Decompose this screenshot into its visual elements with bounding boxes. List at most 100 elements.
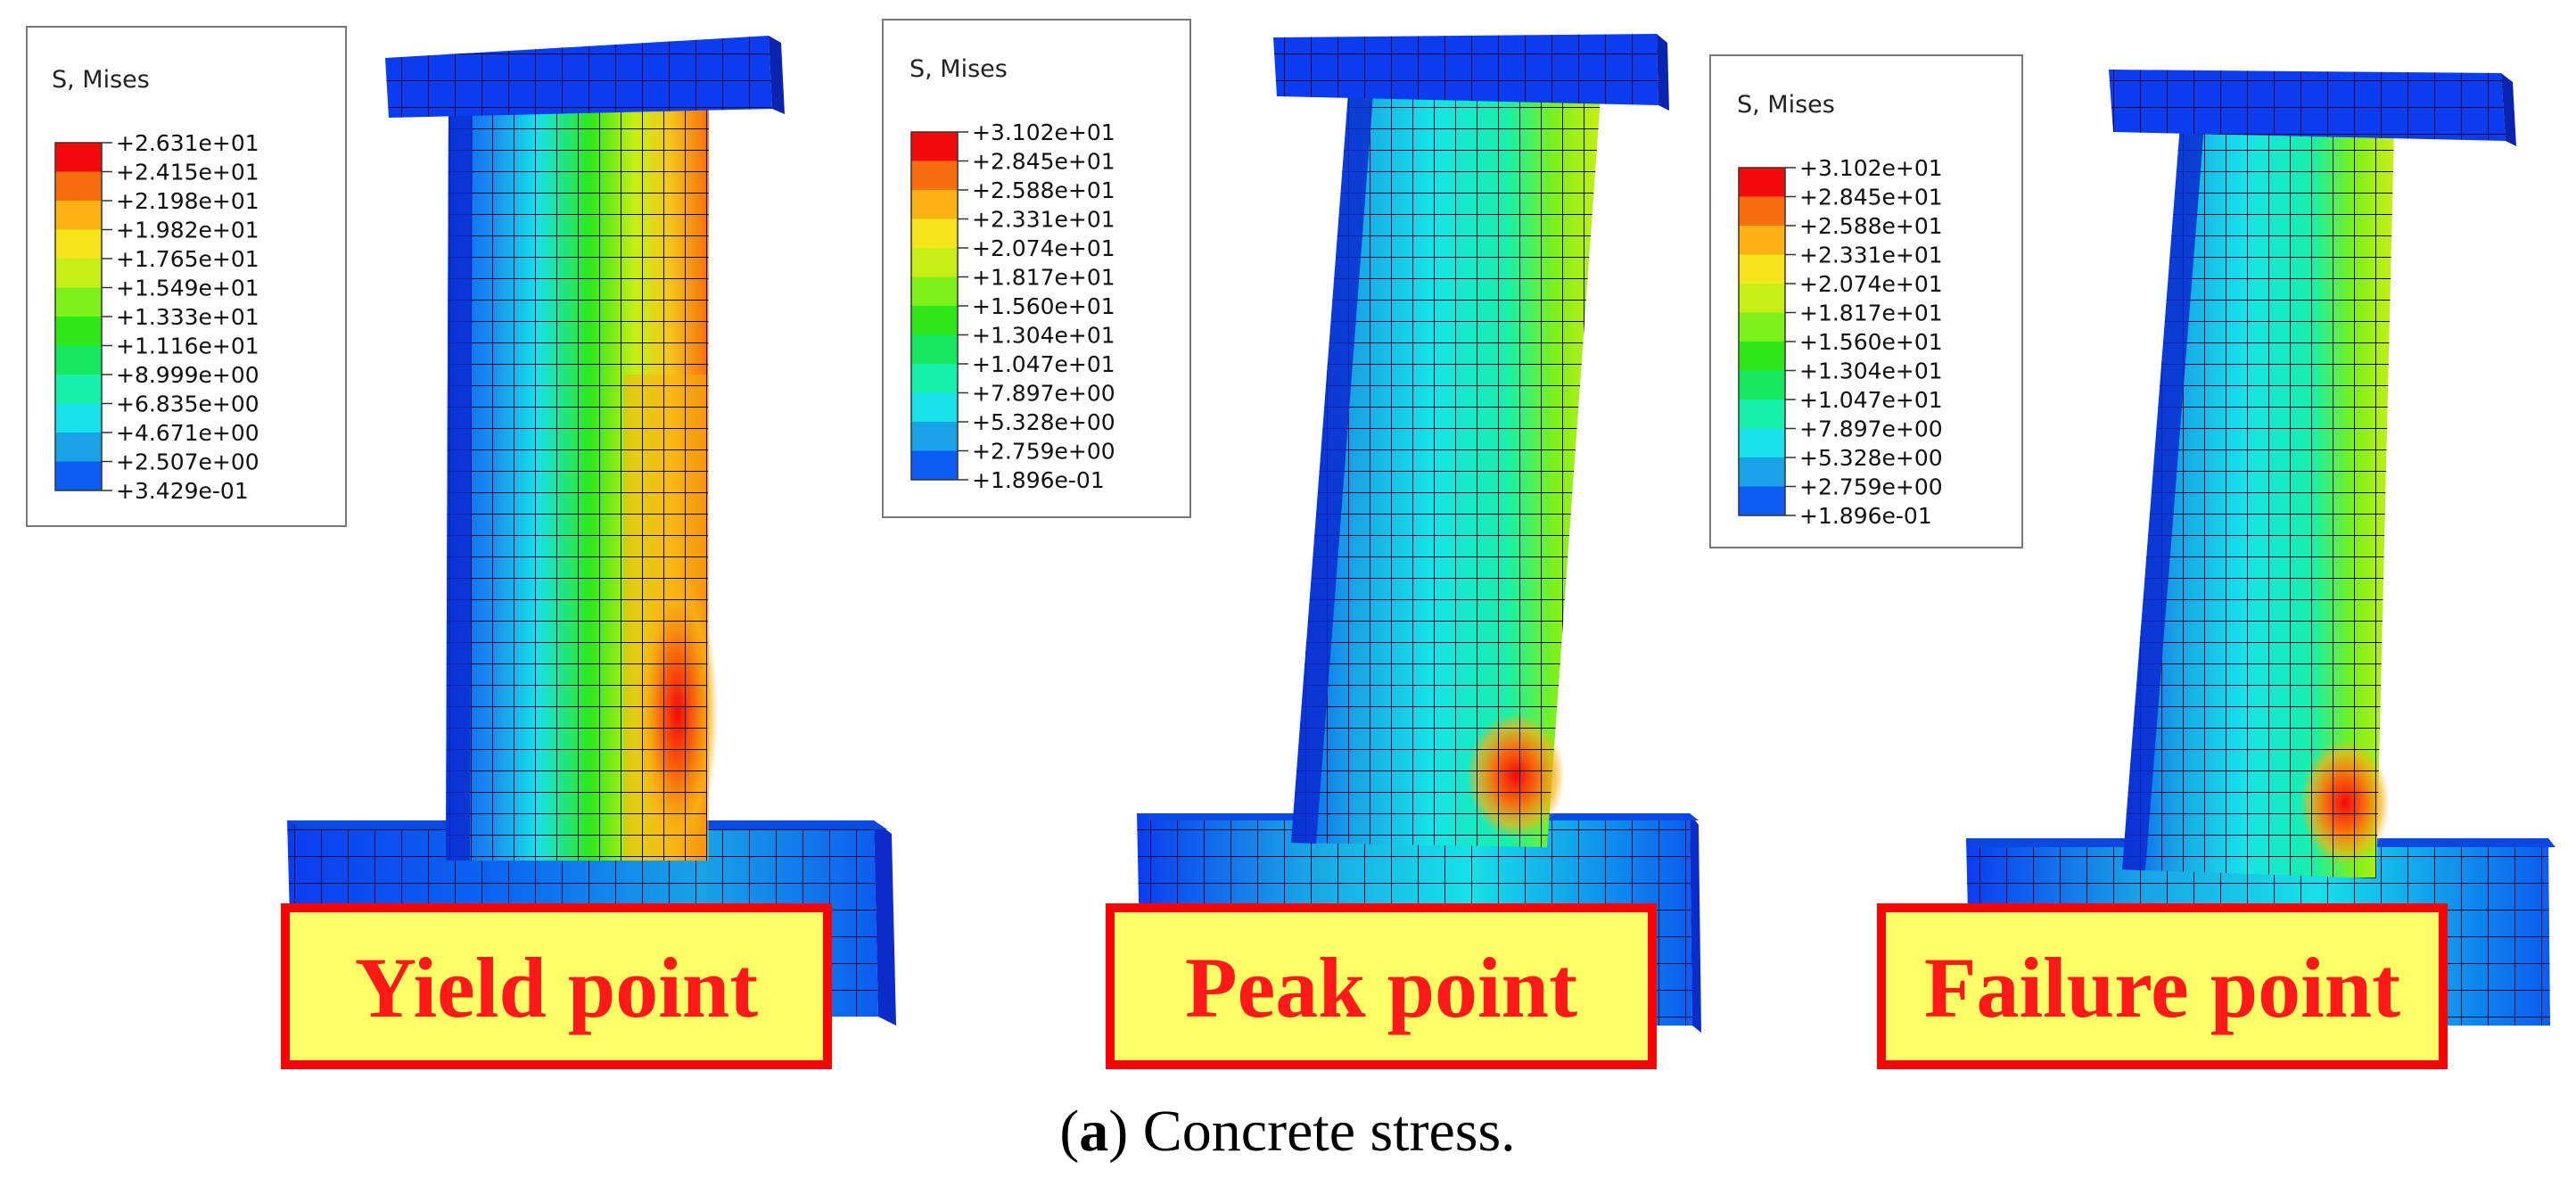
top-cap-yield	[385, 36, 785, 118]
top-cap-failure	[2109, 70, 2516, 146]
legend-value: +1.982e+01	[116, 218, 259, 243]
legend-value: +2.331e+01	[972, 207, 1115, 233]
legend-swatch	[911, 276, 958, 306]
legend-swatch	[1739, 254, 1785, 284]
legend-swatch	[911, 248, 958, 277]
legend-value: +1.116e+01	[116, 334, 259, 359]
panel-peak: S, Mises +3.102e+01 +2.845e+01+2.588e+01 +…	[882, 19, 1701, 1069]
caption-text: Concrete stress.	[1128, 1099, 1515, 1164]
legend-title: S, Mises	[1737, 91, 1835, 119]
legend-value: +2.198e+01	[116, 188, 259, 214]
legend-title: S, Mises	[909, 55, 1008, 83]
legend-value: +7.897e+00	[1799, 416, 1943, 442]
legend-value: +1.896e-01	[972, 467, 1105, 493]
legend-swatch	[55, 403, 102, 433]
legend-yield: S, Mises +2.631e+01 +2.415e+01 +2.198e+01 +…	[26, 26, 347, 527]
legend-value: +2.415e+01	[116, 160, 259, 185]
legend-value: +2.074e+01	[972, 235, 1115, 261]
legend-value: +2.631e+01	[116, 130, 259, 156]
legend-peak: S, Mises +3.102e+01 +2.845e+01+2.588e+01 +…	[882, 19, 1191, 518]
top-cap-peak	[1273, 34, 1669, 111]
label-yield-point: Yield point	[355, 940, 759, 1035]
legend-swatch	[1739, 428, 1785, 457]
legend-value: +1.304e+01	[972, 323, 1115, 349]
legend-value: +4.671e+00	[116, 420, 259, 446]
legend-value: +1.817e+01	[972, 265, 1115, 291]
legend-value: +2.074e+01	[1799, 271, 1943, 297]
label-failure-point: Failure point	[1924, 940, 2400, 1035]
legend-value: +1.817e+01	[1799, 301, 1943, 326]
column-peak	[1291, 94, 1601, 847]
legend-value: +1.549e+01	[116, 276, 259, 301]
legend-swatch	[55, 171, 102, 201]
legend-swatch	[55, 345, 102, 375]
legend-swatch	[911, 450, 958, 480]
legend-value: +1.333e+01	[116, 304, 259, 330]
legend-swatch	[1739, 486, 1785, 515]
legend-swatch	[55, 433, 102, 462]
caption-open-paren: (	[1059, 1099, 1079, 1164]
legend-value: +7.897e+00	[972, 381, 1115, 407]
panel-yield: S, Mises +2.631e+01 +2.415e+01 +2.198e+01 +…	[26, 26, 896, 1069]
legend-swatch	[1739, 400, 1785, 429]
legend-value: +1.560e+01	[1799, 329, 1943, 355]
legend-swatch	[911, 132, 958, 161]
label-failure: Failure point	[1877, 903, 2448, 1069]
legend-swatch	[1739, 226, 1785, 255]
column-failure	[2122, 125, 2394, 878]
legend-swatch	[911, 190, 958, 219]
label-yield: Yield point	[281, 903, 832, 1069]
legend-value: +2.759e+00	[1799, 474, 1943, 500]
legend-swatch	[1739, 312, 1785, 342]
caption-close-paren: )	[1108, 1099, 1128, 1164]
legend-swatch	[1739, 168, 1785, 197]
legend-value: +5.328e+00	[1799, 445, 1943, 471]
legend-swatch	[911, 306, 958, 335]
label-peak: Peak point	[1106, 903, 1657, 1069]
legend-swatch	[55, 375, 102, 404]
legend-swatch	[55, 259, 102, 288]
legend-value: +3.429e-01	[116, 478, 249, 504]
legend-value: +8.999e+00	[116, 362, 259, 388]
label-box	[1877, 903, 2448, 1069]
legend-swatch	[911, 161, 958, 190]
legend-swatch	[55, 229, 102, 259]
figure-caption: (a) Concrete stress.	[1059, 1099, 1515, 1164]
legend-value: +1.896e-01	[1799, 503, 1932, 529]
legend-value: +1.765e+01	[116, 246, 259, 272]
legend-swatch	[1739, 196, 1785, 226]
panel-failure: S, Mises +3.102e+01 +2.845e+01 +2.588e+01 +…	[1709, 54, 2555, 1069]
legend-value: +2.507e+00	[116, 449, 259, 475]
legend-swatch	[55, 143, 102, 172]
legend-swatch	[911, 364, 958, 393]
legend-swatch	[911, 218, 958, 248]
legend-swatch	[55, 287, 102, 317]
legend-swatch	[1739, 457, 1785, 487]
label-box	[1106, 903, 1657, 1069]
caption-letter: a	[1079, 1099, 1108, 1164]
legend-failure: S, Mises +3.102e+01 +2.845e+01 +2.588e+01 +…	[1709, 54, 2023, 548]
legend-value: +2.845e+01	[972, 149, 1115, 175]
legend-value: +1.560e+01	[972, 293, 1115, 319]
label-peak-point: Peak point	[1185, 940, 1577, 1035]
legend-swatch	[1739, 284, 1785, 313]
legend-value: +2.331e+01	[1799, 243, 1943, 268]
legend-value: +6.835e+00	[116, 391, 259, 417]
label-box	[281, 903, 832, 1069]
legend-swatch	[911, 422, 958, 451]
legend-swatch	[911, 334, 958, 364]
legend-swatch	[55, 201, 102, 230]
legend-value: +1.047e+01	[1799, 387, 1943, 413]
legend-value: +2.588e+01	[972, 177, 1115, 203]
legend-value: +3.102e+01	[1799, 155, 1943, 181]
legend-swatch	[1739, 342, 1785, 371]
column-yield	[446, 105, 718, 861]
legend-value: +1.304e+01	[1799, 358, 1943, 384]
legend-value: +2.759e+00	[972, 439, 1115, 465]
legend-swatch	[55, 317, 102, 346]
legend-swatch	[911, 392, 958, 422]
legend-value: +5.328e+00	[972, 409, 1115, 435]
legend-value: +2.845e+01	[1799, 185, 1943, 210]
legend-swatch	[55, 461, 102, 490]
